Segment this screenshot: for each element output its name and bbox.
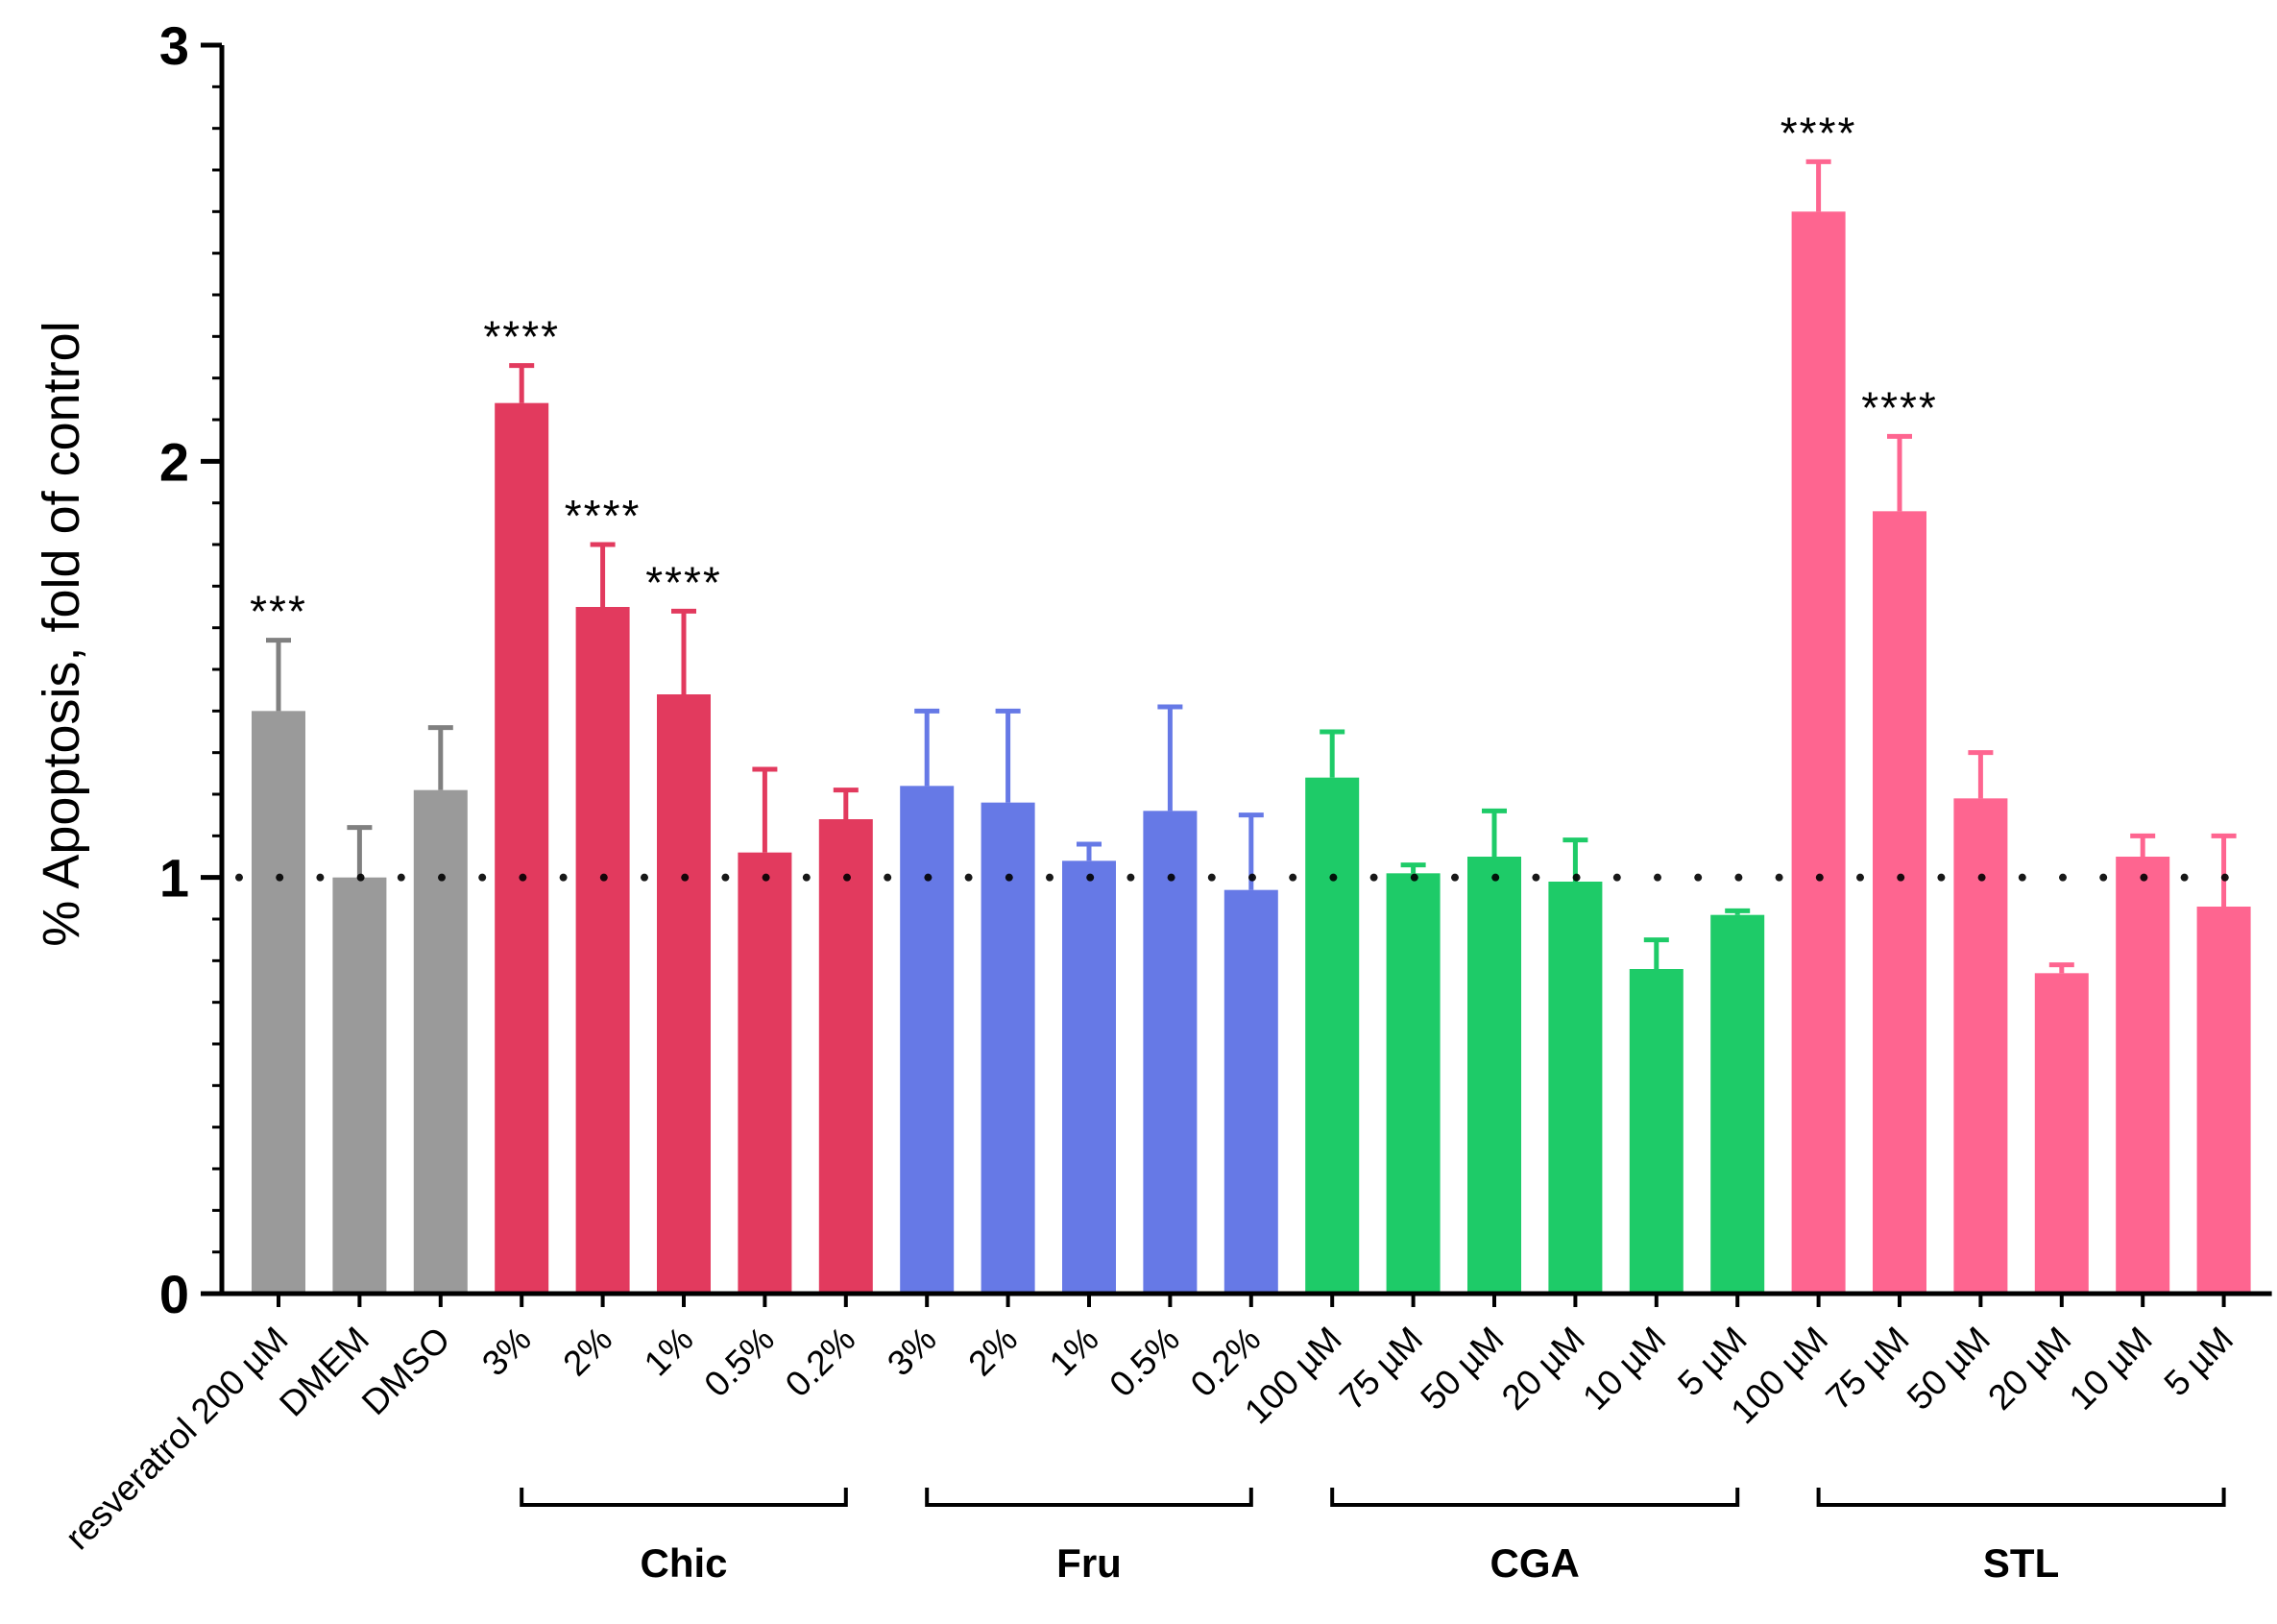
bar <box>252 711 305 1294</box>
x-tick-label: 75 µM <box>1818 1320 1916 1418</box>
group-label: CGA <box>1490 1540 1580 1586</box>
bar <box>2034 973 2089 1294</box>
group-bracket <box>925 1488 1253 1507</box>
x-tick-label: 50 µM <box>1900 1320 1998 1418</box>
x-tick-label: 75 µM <box>1332 1320 1430 1418</box>
x-tick-label: 20 µM <box>1980 1320 2078 1418</box>
significance-label: **** <box>1861 382 1938 432</box>
bar <box>495 402 549 1295</box>
group-bracket <box>1816 1488 2226 1507</box>
x-tick-label: DMEM <box>272 1320 376 1424</box>
bar <box>818 819 873 1294</box>
significance-label: *** <box>250 587 307 637</box>
x-tick-label: 0.5% <box>696 1320 782 1405</box>
bar <box>1143 811 1198 1294</box>
x-tick-label: 2% <box>555 1320 619 1384</box>
x-tick-label: 0.2% <box>778 1320 863 1405</box>
x-tick-label: 20 µM <box>1494 1320 1592 1418</box>
bar <box>575 607 630 1294</box>
bar <box>738 852 792 1294</box>
bar <box>413 789 468 1294</box>
bar <box>1710 914 1765 1294</box>
bar <box>1873 511 1926 1294</box>
group-bracket <box>1330 1488 1740 1507</box>
bar <box>1467 857 1521 1294</box>
group-label: Chic <box>640 1540 727 1586</box>
x-tick-label: 1% <box>1042 1320 1106 1384</box>
y-tick-label: 1 <box>159 848 189 909</box>
bar <box>1223 889 1278 1294</box>
bar <box>981 802 1035 1294</box>
x-tick-label: 0.5% <box>1102 1320 1187 1405</box>
x-tick-label: 1% <box>637 1320 701 1384</box>
significance-label: **** <box>565 491 642 541</box>
x-tick-label: 3% <box>474 1320 539 1384</box>
x-tick-label: DMSO <box>354 1320 457 1422</box>
x-tick-label: 50 µM <box>1413 1320 1511 1418</box>
significance-label: **** <box>1780 108 1857 158</box>
y-tick-label: 3 <box>159 15 189 76</box>
y-tick-label: 0 <box>159 1264 189 1324</box>
group-bracket <box>520 1488 848 1507</box>
x-tick-label: 10 µM <box>2062 1320 2160 1418</box>
x-tick-label: resveratrol 200 µM <box>58 1320 296 1558</box>
group-label: Fru <box>1056 1540 1122 1586</box>
x-tick-label: 5 µM <box>2157 1320 2241 1404</box>
significance-label: **** <box>645 557 722 607</box>
bar <box>1062 860 1116 1294</box>
x-tick-label: 3% <box>880 1320 944 1384</box>
x-tick-label: 2% <box>960 1320 1025 1384</box>
group-label: STL <box>1983 1540 2059 1586</box>
bar <box>1386 873 1441 1294</box>
bar <box>1953 798 2008 1294</box>
bar <box>657 694 711 1294</box>
axes-layer: 0 1 2 3 <box>159 15 2272 1324</box>
bar <box>2196 907 2251 1294</box>
x-tick-label: 10 µM <box>1575 1320 1673 1418</box>
significance-label: **** <box>483 312 560 362</box>
bar <box>1791 211 1846 1294</box>
bar <box>900 786 955 1294</box>
y-axis-title: % Apoptosis, fold of control <box>33 321 90 946</box>
bar <box>1548 882 1603 1294</box>
bar <box>1629 969 1684 1294</box>
bar <box>1305 777 1360 1294</box>
y-tick-label: 2 <box>159 431 189 492</box>
bar <box>332 877 387 1294</box>
bar <box>2116 857 2170 1294</box>
